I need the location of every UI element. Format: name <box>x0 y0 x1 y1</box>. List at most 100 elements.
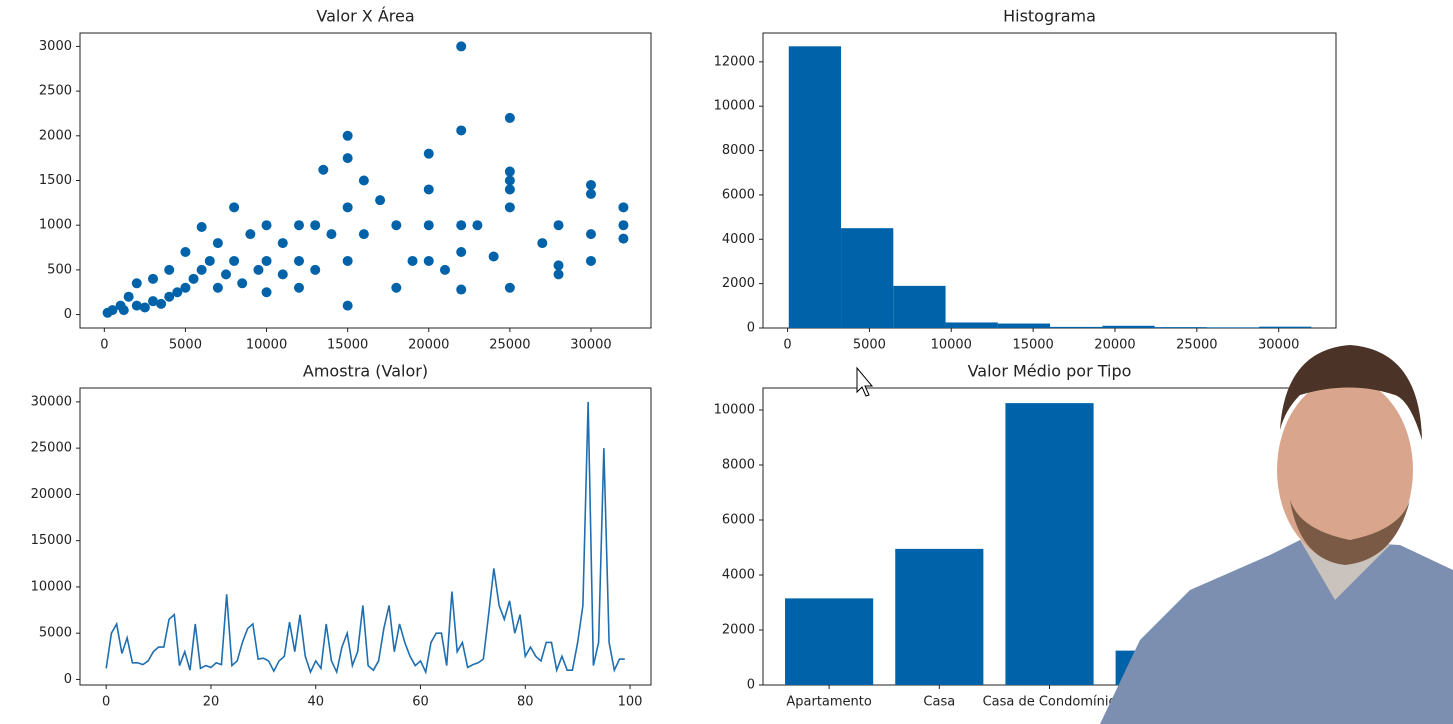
point <box>293 282 304 293</box>
bar <box>1005 403 1094 685</box>
y-tick-label: 0 <box>747 678 755 693</box>
y-tick-label: 2500 <box>39 84 72 99</box>
point <box>456 220 467 231</box>
point <box>618 220 629 231</box>
point <box>423 255 434 266</box>
point <box>504 175 515 186</box>
x-tick-label: 5000 <box>853 338 886 353</box>
bar <box>895 548 984 685</box>
point <box>229 255 240 266</box>
hist-bar <box>788 46 842 329</box>
point <box>261 287 272 298</box>
point <box>164 291 175 302</box>
point <box>504 184 515 195</box>
x-tick-label: 60 <box>412 695 429 710</box>
hist-bar <box>1102 325 1155 328</box>
point <box>261 220 272 231</box>
point <box>342 255 353 266</box>
x-tick-label: 0 <box>783 338 791 353</box>
bar <box>785 598 874 685</box>
point <box>472 220 483 231</box>
hist-bar <box>893 285 946 328</box>
x-tick-label: 0 <box>100 338 108 353</box>
x-tick-label: 10000 <box>246 338 287 353</box>
point <box>220 269 231 280</box>
point <box>342 130 353 141</box>
y-tick-label: 25000 <box>31 441 72 456</box>
point <box>131 278 142 289</box>
hist-bar <box>997 323 1051 328</box>
y-tick-label: 4000 <box>722 568 755 583</box>
y-tick-label: 2000 <box>722 276 755 291</box>
y-tick-label: 30000 <box>31 394 72 409</box>
point <box>456 247 467 258</box>
point <box>172 287 183 298</box>
hist-bar <box>1259 326 1312 328</box>
x-tick-label: 0 <box>102 695 110 710</box>
y-tick-label: 10000 <box>714 403 755 418</box>
point <box>180 282 191 293</box>
x-tick-label: 15000 <box>327 338 368 353</box>
point <box>147 273 158 284</box>
point <box>456 284 467 295</box>
cursor <box>856 366 874 397</box>
point <box>456 41 467 52</box>
point <box>504 112 515 123</box>
point <box>212 238 223 249</box>
y-tick-label: 6000 <box>722 513 755 528</box>
x-tick-label: 10000 <box>931 338 972 353</box>
point <box>585 229 596 240</box>
point <box>196 264 207 275</box>
hist-bar <box>1154 327 1207 328</box>
y-tick-label: 0 <box>64 307 72 322</box>
point <box>164 264 175 275</box>
x-tick-label: 20000 <box>1094 338 1135 353</box>
point <box>504 282 515 293</box>
x-tick-label: 5000 <box>169 338 202 353</box>
point <box>358 229 369 240</box>
point <box>196 221 207 232</box>
point <box>139 302 150 313</box>
point <box>212 282 223 293</box>
point <box>504 166 515 177</box>
point <box>375 195 386 206</box>
point <box>423 148 434 159</box>
point <box>123 291 134 302</box>
point <box>342 300 353 311</box>
x-tick-label: 25000 <box>489 338 530 353</box>
x-tick-label: Casa <box>923 695 955 710</box>
x-tick-label: 15000 <box>1012 338 1053 353</box>
point <box>391 282 402 293</box>
point <box>102 307 113 318</box>
point <box>318 164 329 175</box>
y-tick-label: 15000 <box>31 533 72 548</box>
y-tick-label: 10000 <box>714 99 755 114</box>
point <box>245 229 256 240</box>
plot-frame <box>79 387 652 686</box>
point <box>156 298 167 309</box>
point <box>585 188 596 199</box>
point <box>188 273 199 284</box>
point <box>423 184 434 195</box>
point <box>277 238 288 249</box>
x-tick-label: 100 <box>618 695 643 710</box>
point <box>131 300 142 311</box>
point <box>439 264 450 275</box>
x-tick-label: 40 <box>307 695 324 710</box>
y-tick-label: 6000 <box>722 187 755 202</box>
chart-title: Histograma <box>1003 7 1096 26</box>
point <box>407 255 418 266</box>
point <box>618 202 629 213</box>
chart-title: Valor Médio por Tipo <box>968 362 1132 381</box>
point <box>237 278 248 289</box>
y-tick-label: 500 <box>47 262 72 277</box>
y-tick-label: 1500 <box>39 173 72 188</box>
y-tick-label: 3000 <box>39 39 72 54</box>
point <box>204 255 215 266</box>
line <box>105 401 625 675</box>
hist-bar <box>841 228 894 328</box>
chart-title: Amostra (Valor) <box>303 362 428 381</box>
y-tick-label: 2000 <box>39 128 72 143</box>
